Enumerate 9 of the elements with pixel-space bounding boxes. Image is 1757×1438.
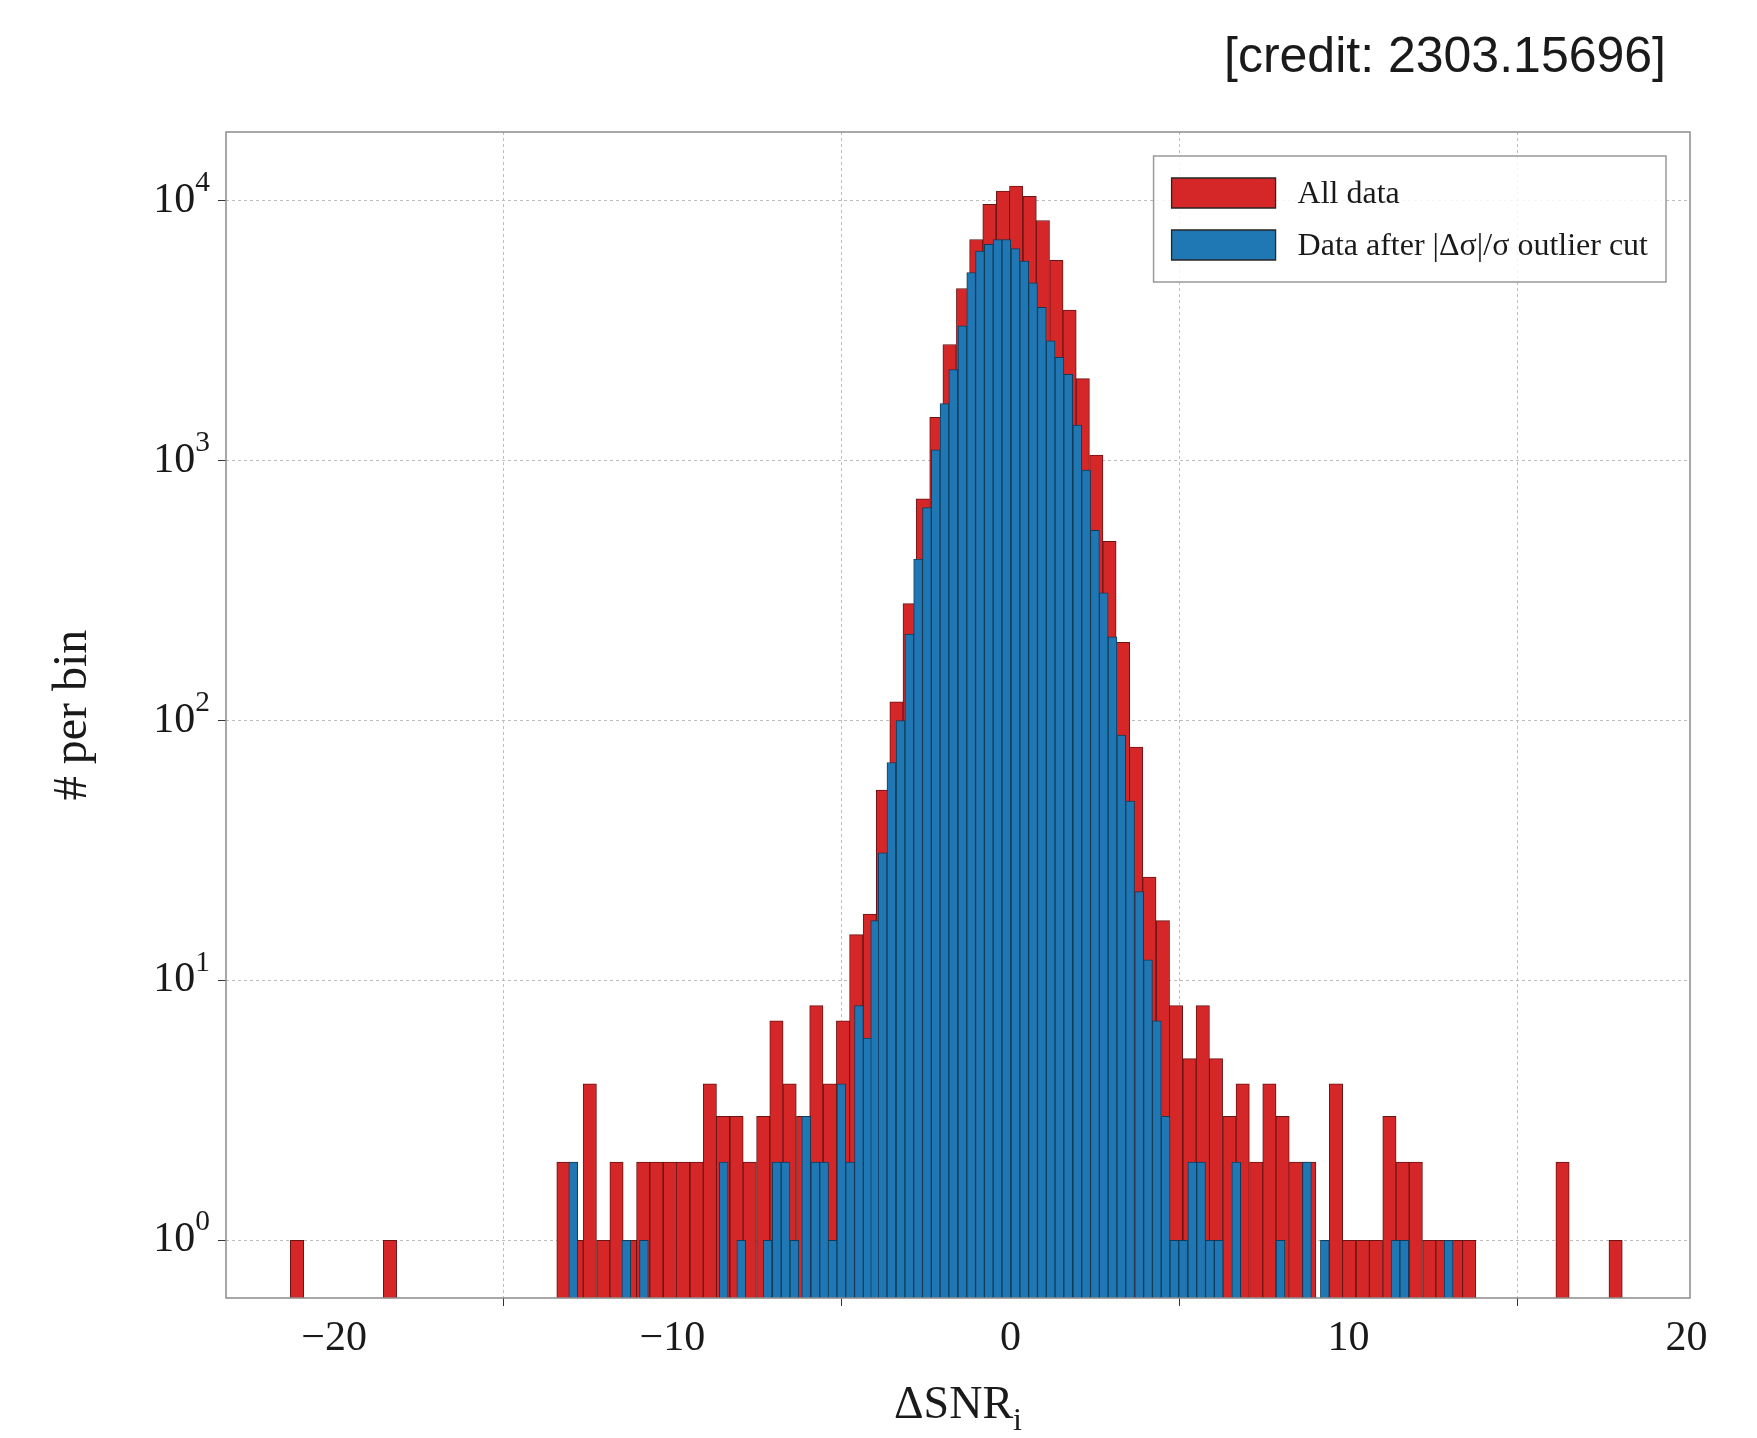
x-tick-label: −20 bbox=[301, 1313, 368, 1360]
x-tick-label: −10 bbox=[639, 1313, 706, 1360]
x-tick-label: 20 bbox=[1665, 1313, 1708, 1360]
legend-label: Data after |Δσ|/σ outlier cut bbox=[1297, 226, 1649, 263]
x-tick-label: 0 bbox=[999, 1313, 1021, 1360]
text: [credit: 2303.15696] bbox=[1224, 27, 1667, 83]
x-tick-label: 10 bbox=[1327, 1313, 1370, 1360]
y-axis-title: # per bin bbox=[43, 629, 96, 801]
legend-label: All data bbox=[1297, 174, 1400, 211]
